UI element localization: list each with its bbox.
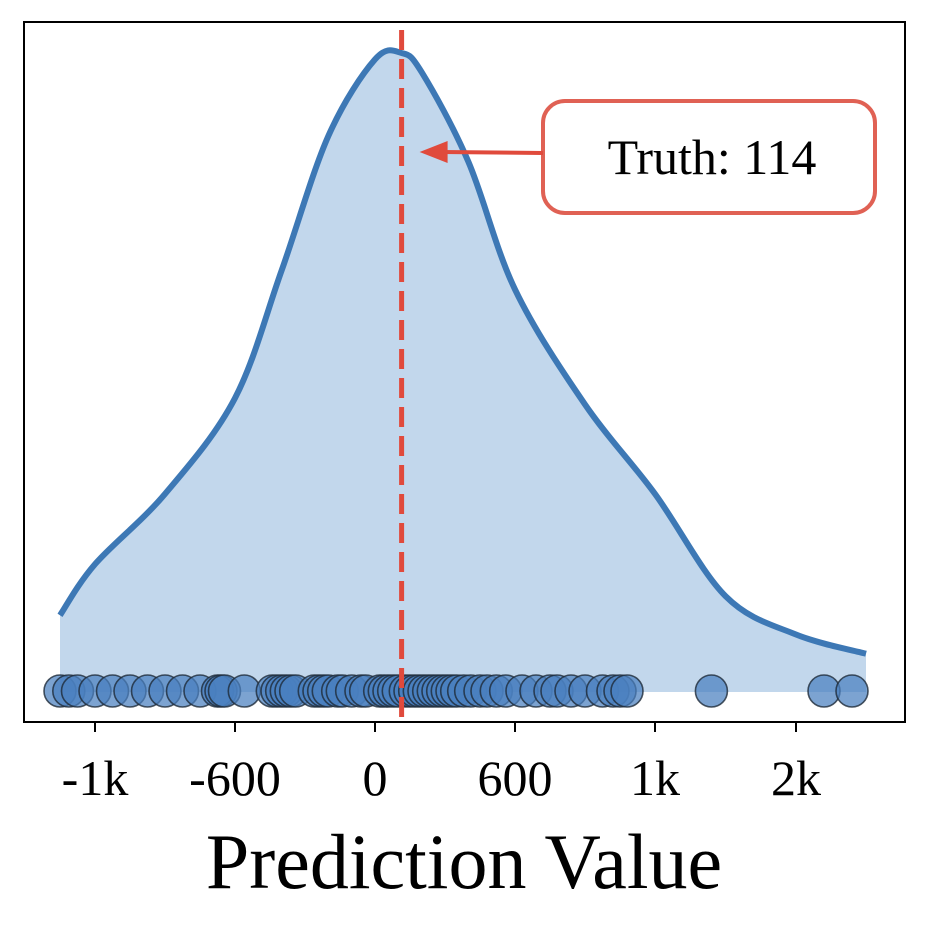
truth-annotation: Truth: 114 [419, 99, 877, 215]
truth-annotation-arrowhead [419, 141, 448, 163]
prediction-point [694, 674, 729, 708]
density-curve [57, 47, 867, 657]
plot-frame [23, 21, 906, 723]
x-tick-label: 2k [771, 750, 821, 806]
x-axis-title: Prediction Value [206, 818, 722, 905]
prediction-points-layer [43, 674, 869, 708]
truth-annotation-box [541, 99, 877, 215]
prediction-point [610, 674, 644, 708]
density-area-layer [57, 47, 867, 693]
x-tick-label: -600 [189, 750, 281, 806]
x-tick-label: -1k [62, 750, 129, 806]
x-tick-label: 0 [363, 750, 388, 806]
density-fill [60, 50, 866, 693]
prediction-point [835, 674, 869, 708]
truth-annotation-arrow [441, 150, 544, 155]
x-tick-label: 1k [630, 750, 680, 806]
x-axis-ticks: -1k -600 0 600 1k 2k [62, 722, 821, 806]
x-tick-label: 600 [478, 750, 553, 806]
prediction-point [227, 674, 262, 708]
truth-annotation-label: Truth: 114 [608, 129, 817, 185]
